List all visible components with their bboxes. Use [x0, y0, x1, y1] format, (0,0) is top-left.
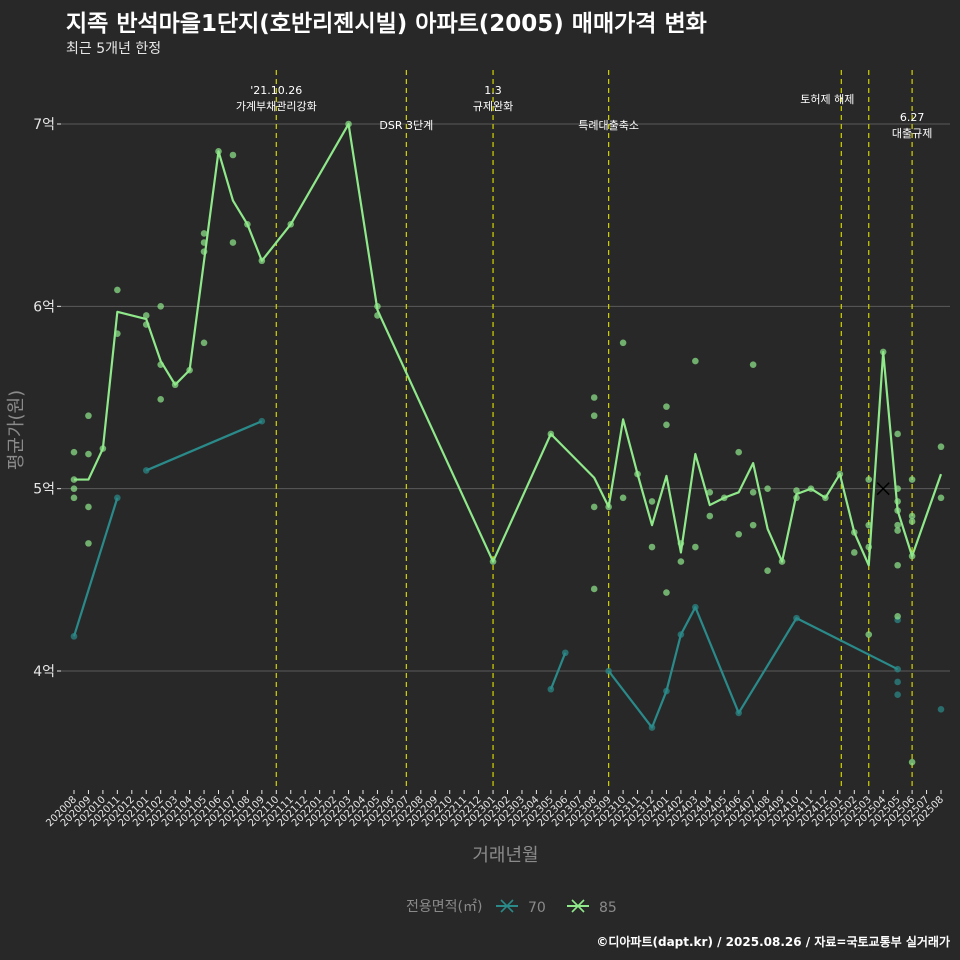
source-caption: ©디아파트(dapt.kr) / 2025.08.26 / 자료=국토교통부 실… [596, 935, 950, 949]
data-point-85 [764, 567, 771, 575]
data-point-85 [85, 450, 92, 458]
y-tick-label: 4억 [33, 664, 55, 680]
data-point-70 [937, 705, 945, 713]
legend-label-70: 70 [528, 900, 546, 916]
data-point-85 [894, 613, 901, 620]
y-tick-label: 7억 [33, 117, 55, 133]
data-point-85 [908, 512, 916, 520]
annotation-label: 6.27 [900, 111, 925, 124]
annotation-label: 특례대출축소 [578, 119, 639, 132]
series-line-70 [549, 652, 567, 690]
data-point-85 [865, 631, 873, 638]
legend-key-mark-70 [500, 899, 514, 913]
data-point-85 [229, 151, 237, 159]
data-point-85 [894, 521, 901, 529]
data-point-85 [663, 589, 670, 596]
data-point-85 [908, 518, 916, 525]
special-marker [876, 482, 890, 496]
annotation-label: 토허제 해제 [800, 92, 854, 106]
data-point-85 [793, 487, 800, 494]
data-point-85 [894, 527, 901, 534]
data-point-85 [894, 430, 901, 438]
data-point-85 [908, 758, 916, 766]
series-line-70 [145, 420, 263, 472]
data-point-85 [70, 494, 78, 502]
data-point-85 [735, 448, 742, 456]
data-point-85 [619, 494, 627, 502]
y-tick-label: 6억 [33, 299, 55, 315]
annotation-label: DSR 3단계 [379, 119, 433, 132]
chart-title: 지족 반석마을1단지(호반리젠시빌) 아파트(2005) 매매가격 변화 [66, 11, 707, 37]
data-point-85 [764, 485, 771, 492]
data-point-85 [749, 361, 757, 368]
data-point-85 [157, 396, 164, 403]
series-line-85 [74, 122, 943, 567]
data-point-85 [735, 530, 742, 538]
data-point-85 [85, 540, 92, 547]
x-axis-title: 거래년월 [472, 845, 538, 866]
data-point-85 [706, 512, 714, 520]
data-point-85 [590, 585, 598, 593]
legend-label-85: 85 [599, 900, 617, 916]
chart-subtitle: 최근 5개년 한정 [66, 41, 162, 57]
data-point-85 [590, 394, 598, 401]
data-point-85 [85, 412, 92, 420]
series-line-70 [72, 497, 119, 637]
annotation-label: 가계부채관리강화 [236, 100, 317, 113]
data-point-85 [648, 543, 656, 551]
data-point-85 [749, 489, 757, 496]
data-point-85 [663, 403, 670, 410]
y-tick-label: 5억 [33, 482, 55, 498]
data-point-85 [692, 543, 699, 551]
data-point-85 [648, 498, 656, 505]
data-point-70 [894, 678, 901, 686]
data-point-85 [865, 476, 873, 483]
legend-key-mark-85 [571, 899, 585, 913]
data-point-85 [200, 339, 208, 347]
data-point-85 [894, 561, 901, 569]
data-point-85 [157, 303, 164, 310]
data-point-85 [85, 503, 92, 511]
data-point-85 [229, 239, 237, 246]
data-point-85 [937, 494, 945, 502]
series-line-70 [607, 606, 899, 729]
annotation-label: 규제완화 [473, 100, 513, 113]
data-point-70 [894, 691, 901, 699]
data-point-85 [619, 339, 627, 347]
data-point-85 [908, 476, 916, 483]
data-point-85 [851, 549, 858, 556]
data-point-85 [70, 448, 78, 456]
data-point-85 [677, 558, 685, 565]
annotation-label: 1.3 [484, 84, 502, 97]
legend-title: 전용면적(㎡) [406, 899, 482, 915]
data-point-85 [692, 357, 699, 365]
data-point-85 [937, 443, 945, 451]
data-point-85 [590, 412, 598, 420]
data-point-85 [706, 489, 714, 496]
annotation-label: 대출규제 [892, 127, 932, 140]
data-point-85 [590, 503, 598, 511]
data-point-85 [200, 230, 208, 237]
data-point-85 [70, 485, 78, 492]
data-point-85 [663, 421, 670, 429]
annotation-label: '21.10.26 [250, 84, 302, 97]
data-point-85 [142, 312, 150, 319]
y-axis-title: 평균가(원) [6, 390, 27, 470]
data-point-85 [749, 521, 757, 529]
data-point-85 [114, 286, 121, 294]
